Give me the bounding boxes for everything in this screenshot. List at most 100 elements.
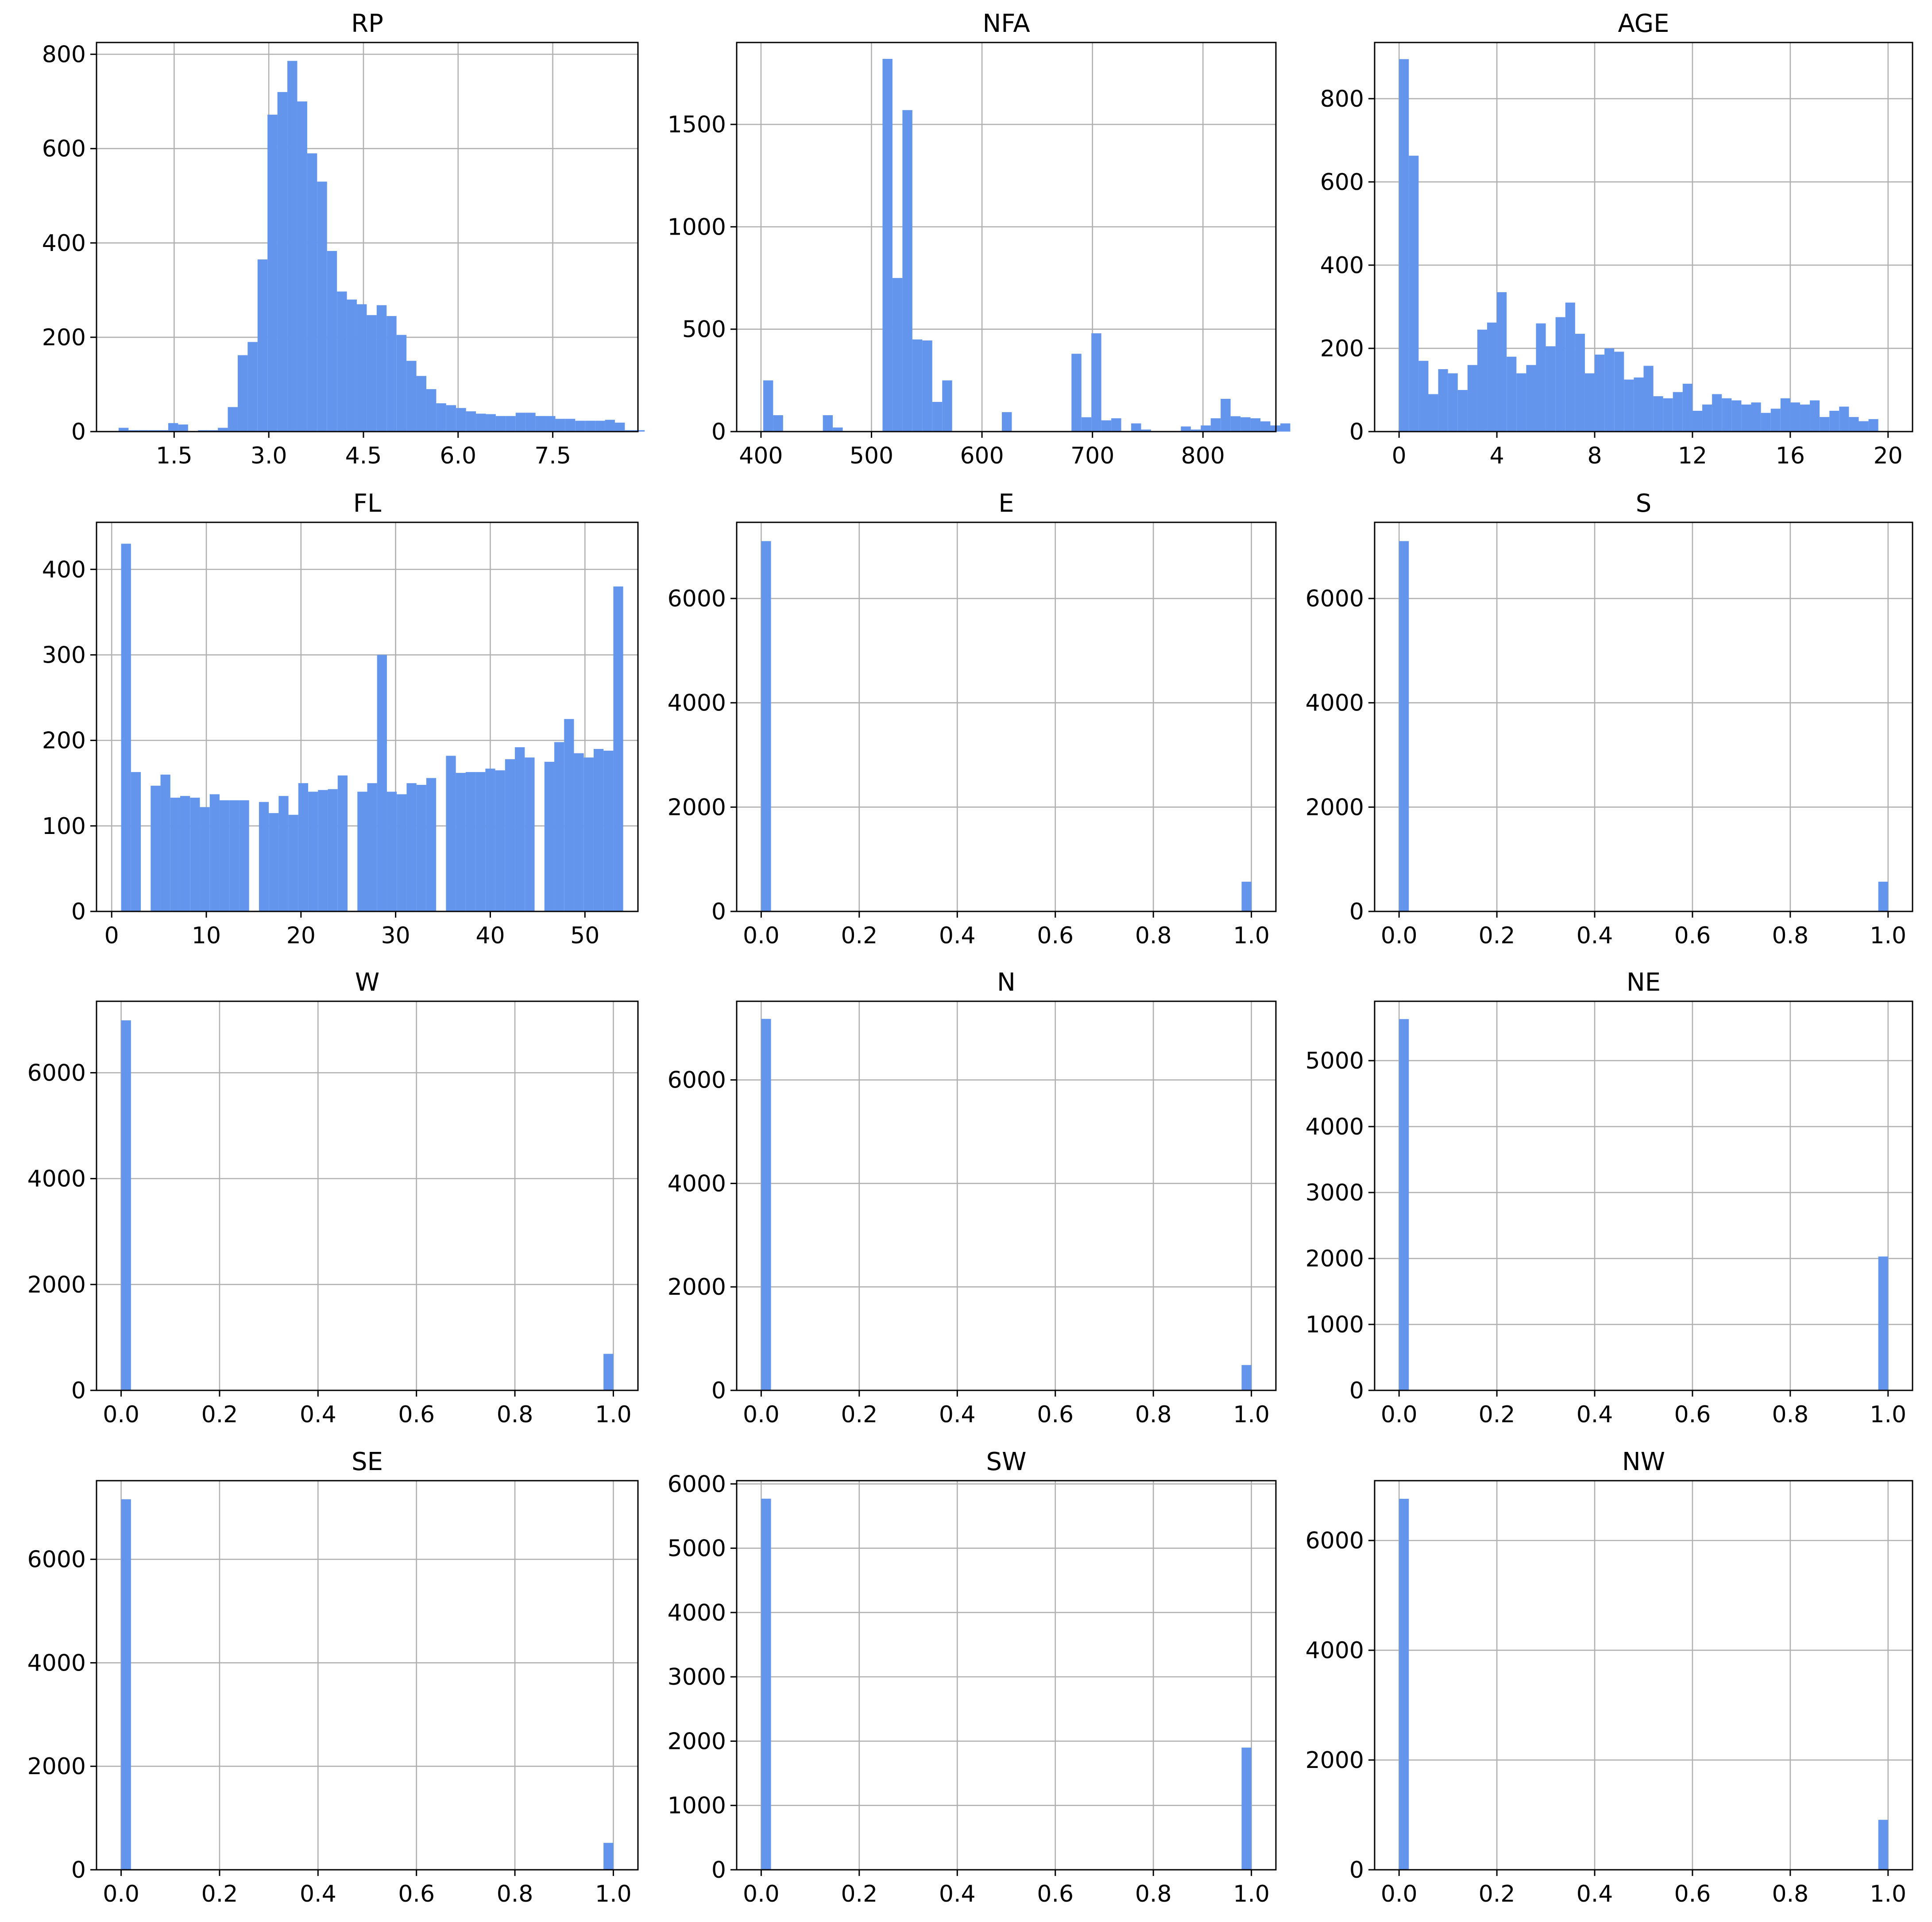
histogram-bar <box>605 420 615 432</box>
x-tick-label: 1.0 <box>1870 1881 1906 1907</box>
x-tick-label: 0.4 <box>939 922 976 949</box>
x-tick-label: 0 <box>1392 443 1406 469</box>
histogram-bar <box>1731 400 1742 432</box>
histogram-bar <box>287 61 298 432</box>
histogram-bar <box>1692 410 1703 432</box>
y-tick-label: 200 <box>42 324 86 351</box>
axes-frame <box>96 42 639 432</box>
x-tick-label: 0.0 <box>1381 922 1418 949</box>
chart-s: 0.0 0.2 0.4 0.6 0.8 1.0 0 2000 4000 6000 S <box>1306 489 1913 949</box>
histogram-bar <box>218 428 228 432</box>
x-tick-label: 0.8 <box>497 1401 533 1428</box>
histogram-bar <box>1260 421 1271 432</box>
chart-w: 0.0 0.2 0.4 0.6 0.8 1.0 0 2000 4000 6000 W <box>27 968 639 1428</box>
histogram-bar <box>823 415 833 432</box>
histogram-bar <box>208 430 218 432</box>
y-tick-label: 0 <box>1349 1378 1364 1404</box>
y-tick-label: 6000 <box>668 1471 726 1497</box>
histogram-bar <box>1546 346 1556 432</box>
histogram-bar <box>922 340 932 432</box>
histogram-bar <box>121 544 131 911</box>
x-tick-label: 1.0 <box>595 1401 632 1428</box>
x-tick-label: 6.0 <box>440 443 476 469</box>
chart-sw: 0.0 0.2 0.4 0.6 0.8 1.0 0 1000 2000 3000 4000 5000 6… <box>668 1447 1277 1907</box>
histogram-bar <box>1712 394 1722 432</box>
histogram-bar <box>131 772 141 911</box>
axes-frame <box>736 521 1277 912</box>
x-tick-label: 20 <box>286 922 316 949</box>
histogram-bar <box>229 800 240 911</box>
histogram-bar <box>386 791 397 911</box>
axes-frame <box>736 42 1277 432</box>
histogram-bar <box>1868 419 1878 432</box>
histogram-bar <box>436 403 446 432</box>
y-tick-label: 6000 <box>27 1060 86 1086</box>
y-tick-label: 5000 <box>668 1536 726 1562</box>
histogram-bar <box>1221 398 1231 432</box>
histogram-bar <box>228 407 238 432</box>
x-tick-label: 0.6 <box>1037 1401 1074 1428</box>
chart-title: S <box>1636 489 1652 518</box>
histogram-bar <box>585 421 595 432</box>
histogram-bar <box>1467 365 1477 432</box>
x-tick-label: 500 <box>850 443 893 469</box>
histogram-bar <box>544 761 554 911</box>
histogram-bar <box>1829 410 1839 432</box>
histogram-bar <box>485 768 495 911</box>
histogram-bar <box>1240 417 1251 432</box>
x-tick-label: 0.4 <box>1577 1401 1613 1428</box>
histogram-bar <box>575 421 585 432</box>
histogram-bar <box>297 101 307 432</box>
histogram-bar <box>1438 369 1448 432</box>
y-tick-label: 2000 <box>668 1274 726 1301</box>
histogram-bar <box>259 802 269 911</box>
histogram-bar <box>456 408 466 432</box>
histogram-bar <box>1751 402 1761 432</box>
histogram-bar <box>486 414 496 432</box>
histogram-bar <box>1614 351 1624 432</box>
histogram-bar <box>603 1354 614 1390</box>
histogram-bar <box>138 430 149 432</box>
histogram-bar <box>1190 429 1201 432</box>
histogram-bar <box>160 774 170 911</box>
x-tick-label: 700 <box>1070 443 1114 469</box>
histogram-bar <box>1673 392 1683 432</box>
histogram-bar <box>426 389 437 432</box>
y-tick-label: 1500 <box>668 112 726 138</box>
histogram-bar <box>545 416 556 432</box>
histogram-bar <box>1399 59 1409 432</box>
histogram-bar <box>525 757 535 911</box>
y-tick-label: 6000 <box>1306 586 1364 612</box>
chart-title: NW <box>1622 1447 1665 1476</box>
y-tick-label: 4000 <box>668 1170 726 1197</box>
y-tick-label: 600 <box>1320 169 1364 196</box>
histogram-bar <box>190 798 200 911</box>
x-tick-label: 1.0 <box>1870 922 1906 949</box>
histogram-bar <box>1091 333 1101 432</box>
x-tick-label: 0.2 <box>1479 922 1515 949</box>
histogram-bar <box>614 422 625 432</box>
y-tick-label: 3000 <box>1306 1180 1364 1206</box>
x-tick-label: 0.8 <box>1135 1401 1172 1428</box>
x-tick-label: 400 <box>739 443 783 469</box>
x-tick-label: 0.8 <box>1135 1881 1172 1907</box>
histogram-bar <box>277 92 288 432</box>
histogram-bar <box>526 413 536 432</box>
histogram-bar <box>1250 418 1261 432</box>
histogram-bar <box>1081 417 1092 432</box>
histogram-bar <box>328 789 338 911</box>
x-tick-label: 0.6 <box>1674 922 1711 949</box>
y-tick-label: 0 <box>71 419 86 445</box>
chart-se: 0.0 0.2 0.4 0.6 0.8 1.0 0 2000 4000 6000 SE <box>27 1447 639 1907</box>
y-tick-label: 4000 <box>668 1600 726 1626</box>
histogram-bar <box>1741 404 1751 432</box>
chart-title: N <box>997 968 1016 997</box>
y-tick-label: 0 <box>711 419 726 445</box>
x-tick-label: 16 <box>1776 443 1805 469</box>
histogram-bar <box>426 778 437 911</box>
y-tick-label: 0 <box>71 899 86 925</box>
x-tick-label: 0.4 <box>939 1881 976 1907</box>
x-tick-label: 1.5 <box>156 443 193 469</box>
histogram-bar <box>1230 416 1241 432</box>
